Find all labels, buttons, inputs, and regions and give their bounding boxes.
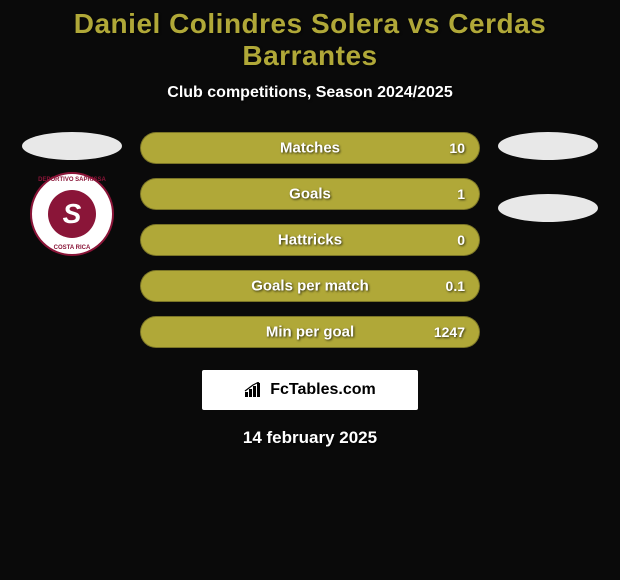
- subtitle: Club competitions, Season 2024/2025: [10, 84, 610, 102]
- player-silhouette-right-1: [498, 132, 598, 160]
- right-player-column: [498, 132, 598, 222]
- club-ring-bottom: COSTA RICA: [54, 245, 91, 251]
- stat-bar-goals-per-match: Goals per match 0.1: [140, 270, 480, 302]
- stat-label: Goals: [289, 186, 331, 203]
- stat-value: 10: [449, 140, 465, 156]
- brand-badge[interactable]: FcTables.com: [202, 370, 418, 410]
- stat-value: 1: [457, 186, 465, 202]
- stat-label: Goals per match: [251, 278, 369, 295]
- stat-bar-hattricks: Hattricks 0: [140, 224, 480, 256]
- club-badge-left: DEPORTIVO SAPRISSA S COSTA RICA: [30, 172, 114, 256]
- player-silhouette-right-2: [498, 194, 598, 222]
- brand-text: FcTables.com: [270, 381, 376, 399]
- stat-value: 0.1: [446, 278, 465, 294]
- comparison-row: DEPORTIVO SAPRISSA S COSTA RICA Matches …: [10, 132, 610, 348]
- left-player-column: DEPORTIVO SAPRISSA S COSTA RICA: [22, 132, 122, 256]
- stat-label: Matches: [280, 140, 340, 157]
- club-initial: S: [48, 190, 96, 238]
- stat-label: Hattricks: [278, 232, 342, 249]
- stats-column: Matches 10 Goals 1 Hattricks 0 Goals per…: [140, 132, 480, 348]
- bar-chart-icon: [244, 382, 264, 398]
- stat-bar-matches: Matches 10: [140, 132, 480, 164]
- stat-value: 1247: [434, 324, 465, 340]
- club-ring-top: DEPORTIVO SAPRISSA: [38, 177, 106, 183]
- stat-value: 0: [457, 232, 465, 248]
- stat-bar-goals: Goals 1: [140, 178, 480, 210]
- page-title: Daniel Colindres Solera vs Cerdas Barran…: [10, 8, 610, 72]
- stat-label: Min per goal: [266, 324, 354, 341]
- date-label: 14 february 2025: [10, 428, 610, 448]
- stat-bar-min-per-goal: Min per goal 1247: [140, 316, 480, 348]
- player-silhouette-left: [22, 132, 122, 160]
